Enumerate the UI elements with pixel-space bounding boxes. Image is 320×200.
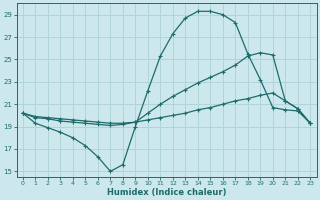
X-axis label: Humidex (Indice chaleur): Humidex (Indice chaleur) — [107, 188, 226, 197]
